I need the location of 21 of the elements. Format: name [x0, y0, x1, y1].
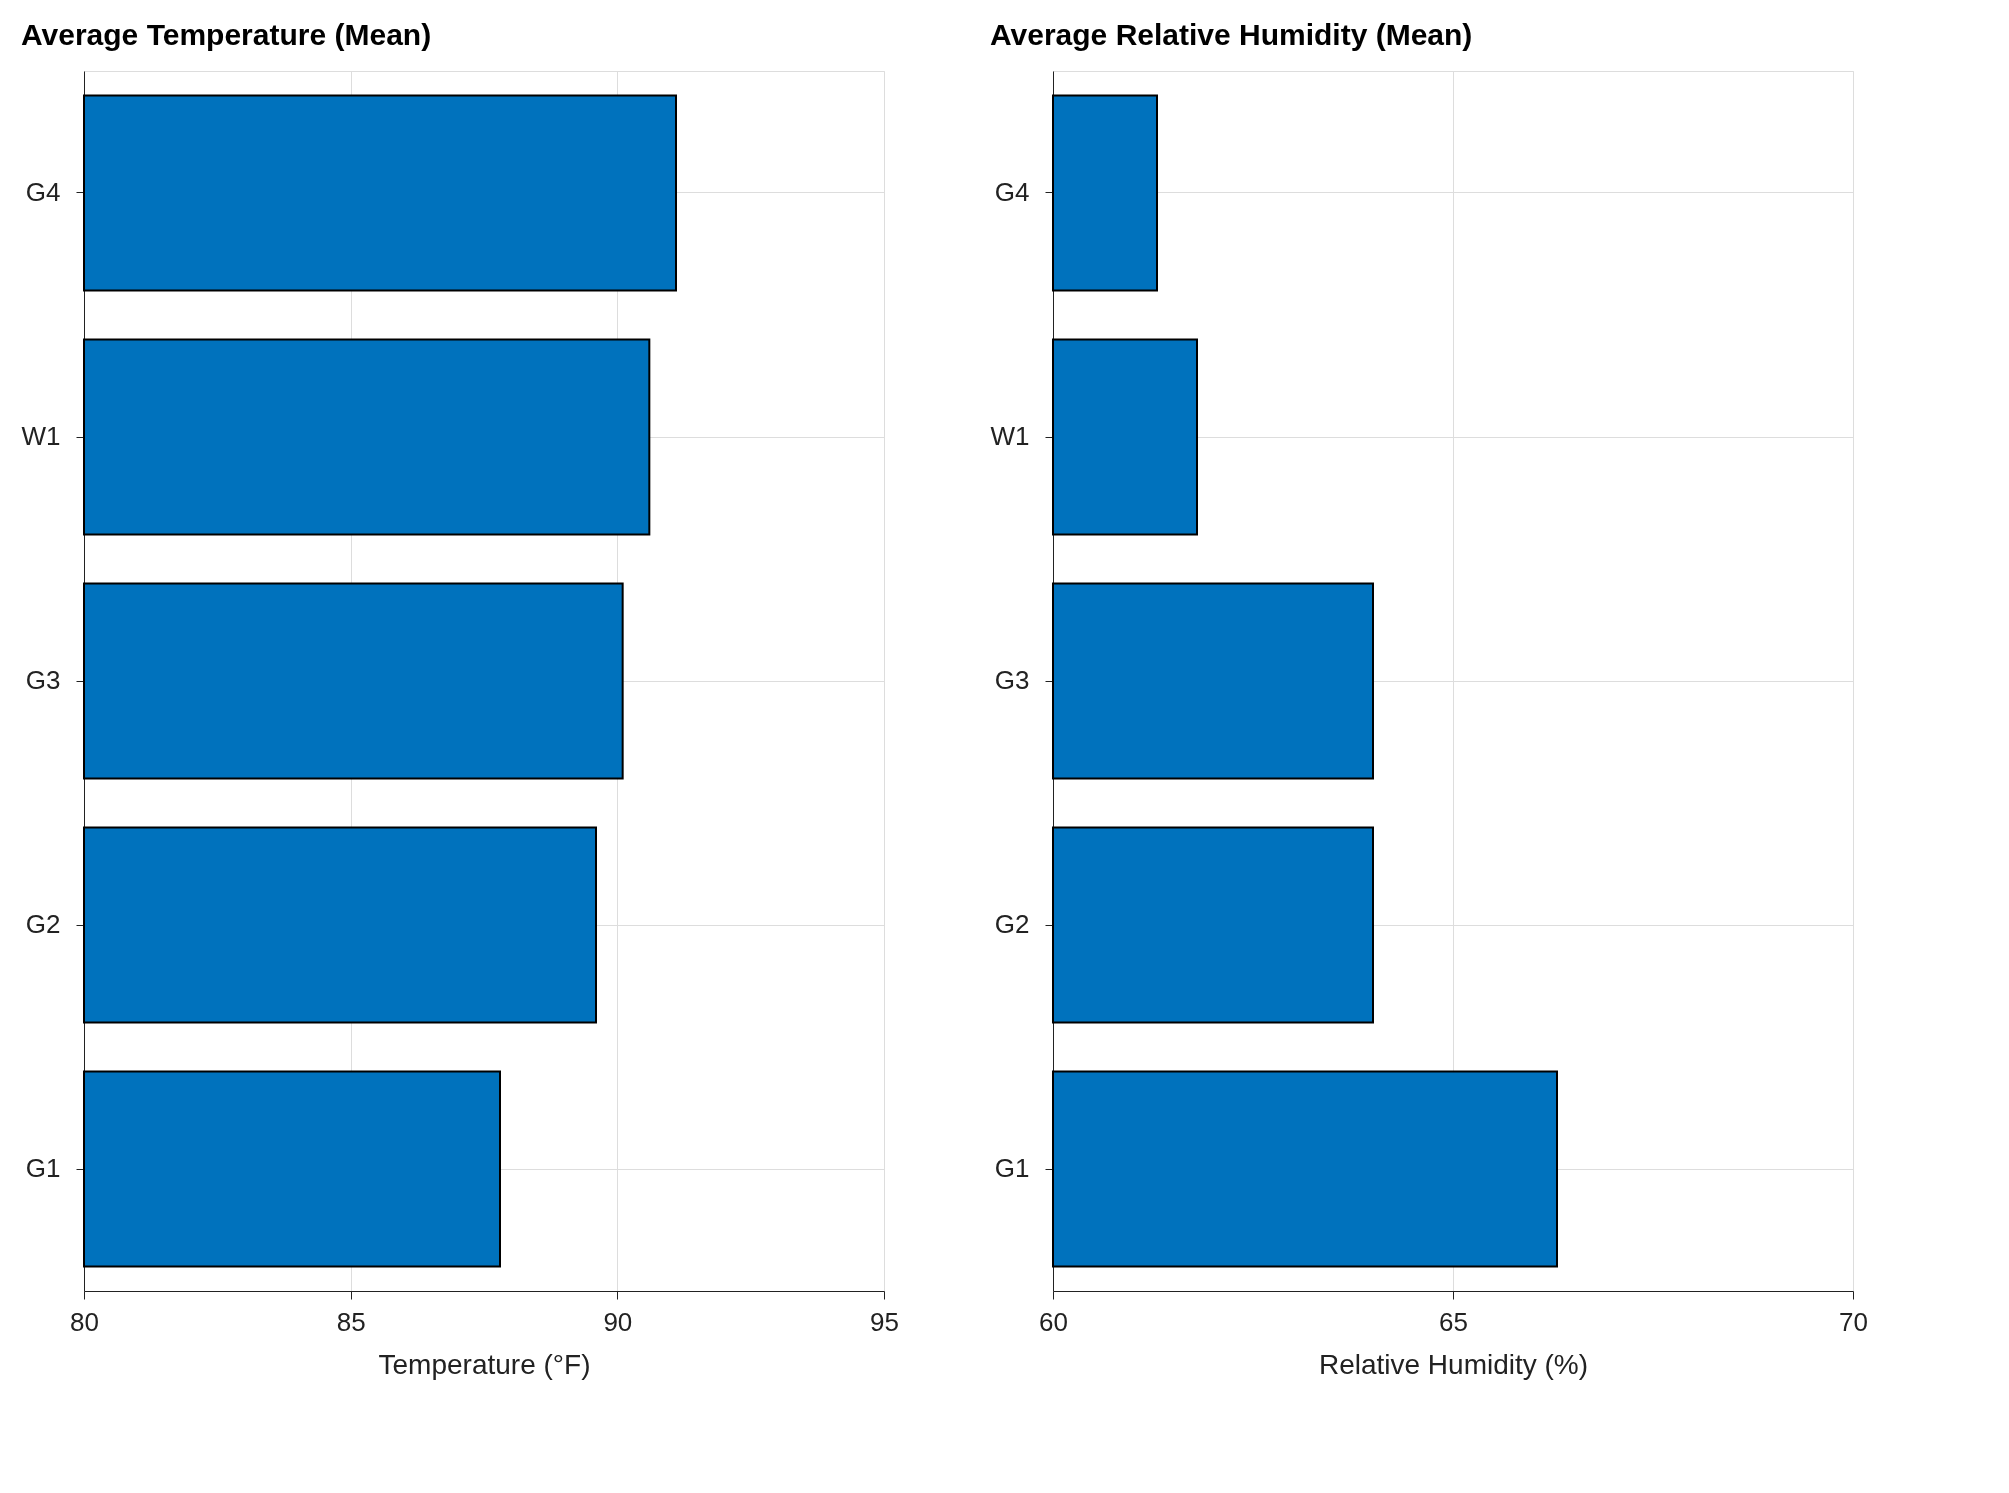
y-tick-label: G1 — [25, 1153, 61, 1183]
x-tick-label: 95 — [870, 1306, 899, 1337]
y-tick-label: G2 — [994, 909, 1030, 939]
x-tick-label: 85 — [336, 1306, 366, 1337]
y-tick-label: G3 — [25, 665, 61, 695]
x-tick-label: 60 — [1039, 1306, 1068, 1337]
chart-title: Average Relative Humidity (Mean) — [990, 18, 1473, 51]
x-tick-label: 65 — [1439, 1306, 1468, 1337]
chart-title: Average Temperature (Mean) — [21, 18, 432, 51]
x-tick-label: 90 — [603, 1306, 633, 1337]
y-tick-label: W1 — [990, 421, 1030, 451]
y-tick-label: G4 — [994, 177, 1030, 207]
x-axis-title: Temperature (°F) — [378, 1348, 591, 1380]
y-tick-label: W1 — [21, 421, 61, 451]
x-tick-label: 80 — [70, 1306, 99, 1337]
y-tick-label: G1 — [994, 1153, 1030, 1183]
x-tick-label: 70 — [1839, 1306, 1868, 1337]
y-tick-label: G4 — [25, 177, 61, 207]
y-tick-label: G3 — [994, 665, 1030, 695]
x-axis-title: Relative Humidity (%) — [1318, 1348, 1589, 1380]
y-tick-label: G2 — [25, 909, 61, 939]
